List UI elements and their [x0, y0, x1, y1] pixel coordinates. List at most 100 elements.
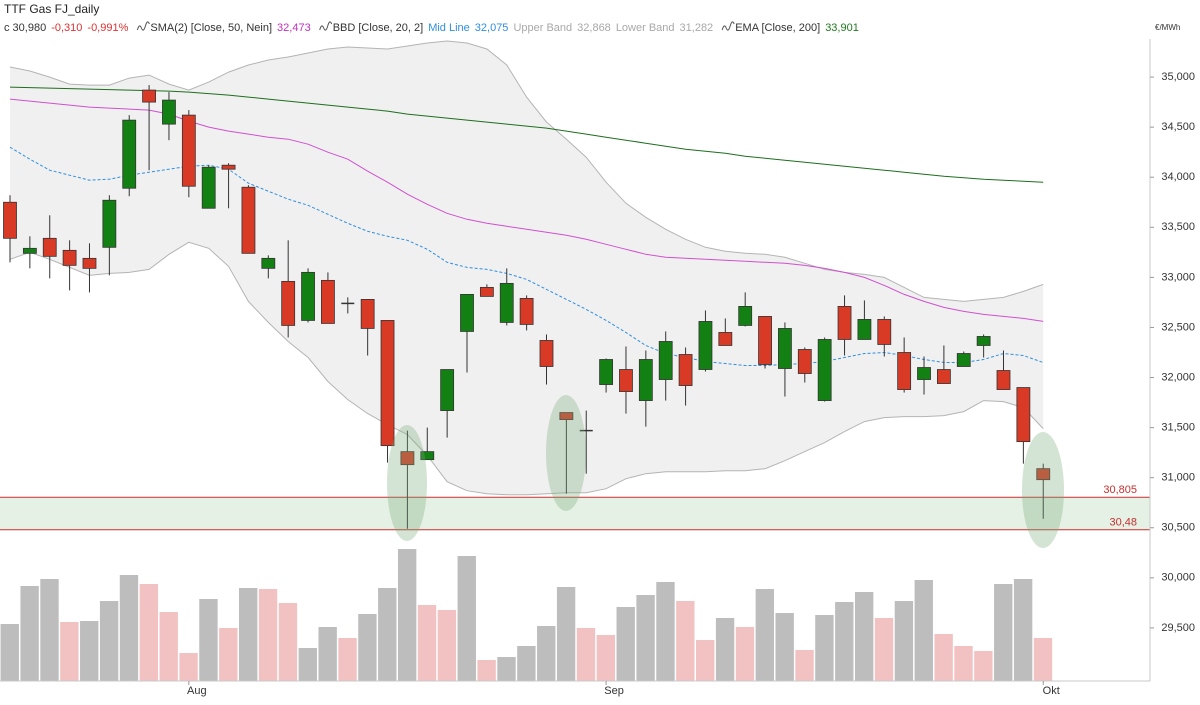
volume-bar: [20, 586, 39, 681]
y-tick-label: 34,500: [1161, 121, 1195, 133]
volume-bar: [576, 628, 596, 681]
volume-bar: [497, 657, 516, 681]
candle-body: [897, 352, 912, 390]
candle-body: [519, 298, 534, 325]
lower-band: [9, 241, 1044, 496]
y-tick-label: 30,500: [1161, 522, 1195, 534]
upper-band: [9, 40, 1044, 302]
volume-bar: [517, 646, 536, 681]
volume-bar: [874, 618, 894, 681]
volume-bar: [854, 592, 874, 681]
highlight: [546, 395, 586, 511]
candle-body: [181, 114, 196, 187]
legend-text: 32,075: [475, 22, 509, 34]
volume-bar: [1013, 579, 1033, 681]
candle-body: [778, 328, 792, 369]
volume-bar: [99, 601, 119, 681]
volume-bar: [119, 575, 139, 681]
y-tick-label: 33,000: [1161, 271, 1195, 283]
volume-bar: [715, 618, 735, 681]
candle-body: [201, 166, 216, 209]
candle-body: [440, 369, 455, 411]
volume-bar: [239, 588, 258, 681]
volume-bar: [914, 580, 933, 681]
candle-body: [42, 237, 57, 257]
y-tick-label: 34,000: [1161, 171, 1195, 183]
candle-body: [162, 99, 176, 125]
candle-body: [420, 451, 435, 461]
candle-body: [221, 164, 236, 170]
volume-bar: [835, 602, 854, 681]
candle-body: [956, 353, 971, 367]
candle-body: [638, 359, 653, 401]
volume-bar: [358, 614, 377, 681]
volume-bar: [457, 556, 476, 681]
legend-text: Upper Band: [513, 22, 572, 34]
candle-body: [678, 354, 693, 386]
legend-text: BBD [Close, 20, 2]: [333, 22, 424, 34]
zone-layer: [0, 497, 1150, 530]
support-zone: [0, 497, 1150, 530]
volume-bar: [537, 626, 556, 681]
level-label: 30,48: [1109, 517, 1137, 529]
volume-bar: [735, 627, 755, 681]
volume-bar: [755, 589, 774, 681]
levels-layer: 30,805 30,48: [0, 484, 1150, 531]
y-tick-label: 31,000: [1161, 472, 1195, 484]
x-tick-label: Sep: [604, 685, 624, 697]
candle-body: [857, 319, 872, 340]
volume-bar: [477, 660, 496, 681]
volume-bar: [954, 646, 973, 681]
highlight-layer: [387, 395, 1064, 548]
candle-body: [380, 320, 395, 447]
y-tick-label: 35,000: [1161, 71, 1195, 83]
volume-bar: [60, 622, 79, 681]
candle-body: [479, 286, 494, 297]
legend-text: 32,473: [277, 22, 311, 34]
volume-bar: [596, 635, 616, 681]
y-tick-label: 31,500: [1161, 422, 1195, 434]
volume-bar: [298, 648, 317, 681]
chart-title: TTF Gas FJ_daily: [4, 2, 99, 16]
legend-icon: [721, 21, 735, 31]
axes-layer: €/MWh 29,500 30,000 30,500 31,000 31,500 32,0…: [0, 23, 1195, 697]
candle-body: [82, 257, 97, 269]
volume-bar: [556, 587, 576, 681]
volume-bar: [0, 624, 19, 681]
volume-bar: [159, 612, 178, 681]
legend-text: SMA(2) [Close, 50, Nein]: [150, 22, 272, 34]
y-tick-label: 29,500: [1161, 622, 1195, 634]
candle-body: [817, 339, 832, 401]
volume-bar: [378, 588, 397, 681]
candle-body: [559, 412, 574, 420]
volume-bar: [417, 605, 437, 681]
candle-body: [360, 299, 375, 329]
volume-bar: [616, 607, 635, 681]
candle-body: [22, 247, 37, 254]
level-label: 30,805: [1103, 484, 1137, 496]
indicator-line: [9, 86, 1044, 183]
highlight: [1022, 432, 1064, 548]
candle-body: [102, 199, 117, 248]
legend-text: 31,282: [680, 22, 714, 34]
volume-bar: [179, 653, 198, 681]
candle-body: [658, 341, 673, 380]
candle-body: [837, 306, 852, 340]
candles-layer: [3, 85, 1051, 529]
legend-text: 32,868: [577, 22, 611, 34]
legend-text: EMA [Close, 200]: [735, 22, 820, 34]
candle-body: [142, 89, 156, 103]
candle-body: [241, 186, 256, 254]
y-tick-label: 30,000: [1161, 572, 1195, 584]
candle-body: [599, 359, 613, 385]
volume-bar: [775, 613, 794, 681]
candle-body: [976, 336, 991, 346]
volume-bar: [318, 627, 337, 681]
x-tick-label: Okt: [1043, 685, 1060, 697]
volume-bar: [199, 599, 218, 681]
candle-body: [738, 306, 753, 326]
candle-body: [3, 201, 17, 239]
candle-body: [499, 282, 514, 323]
